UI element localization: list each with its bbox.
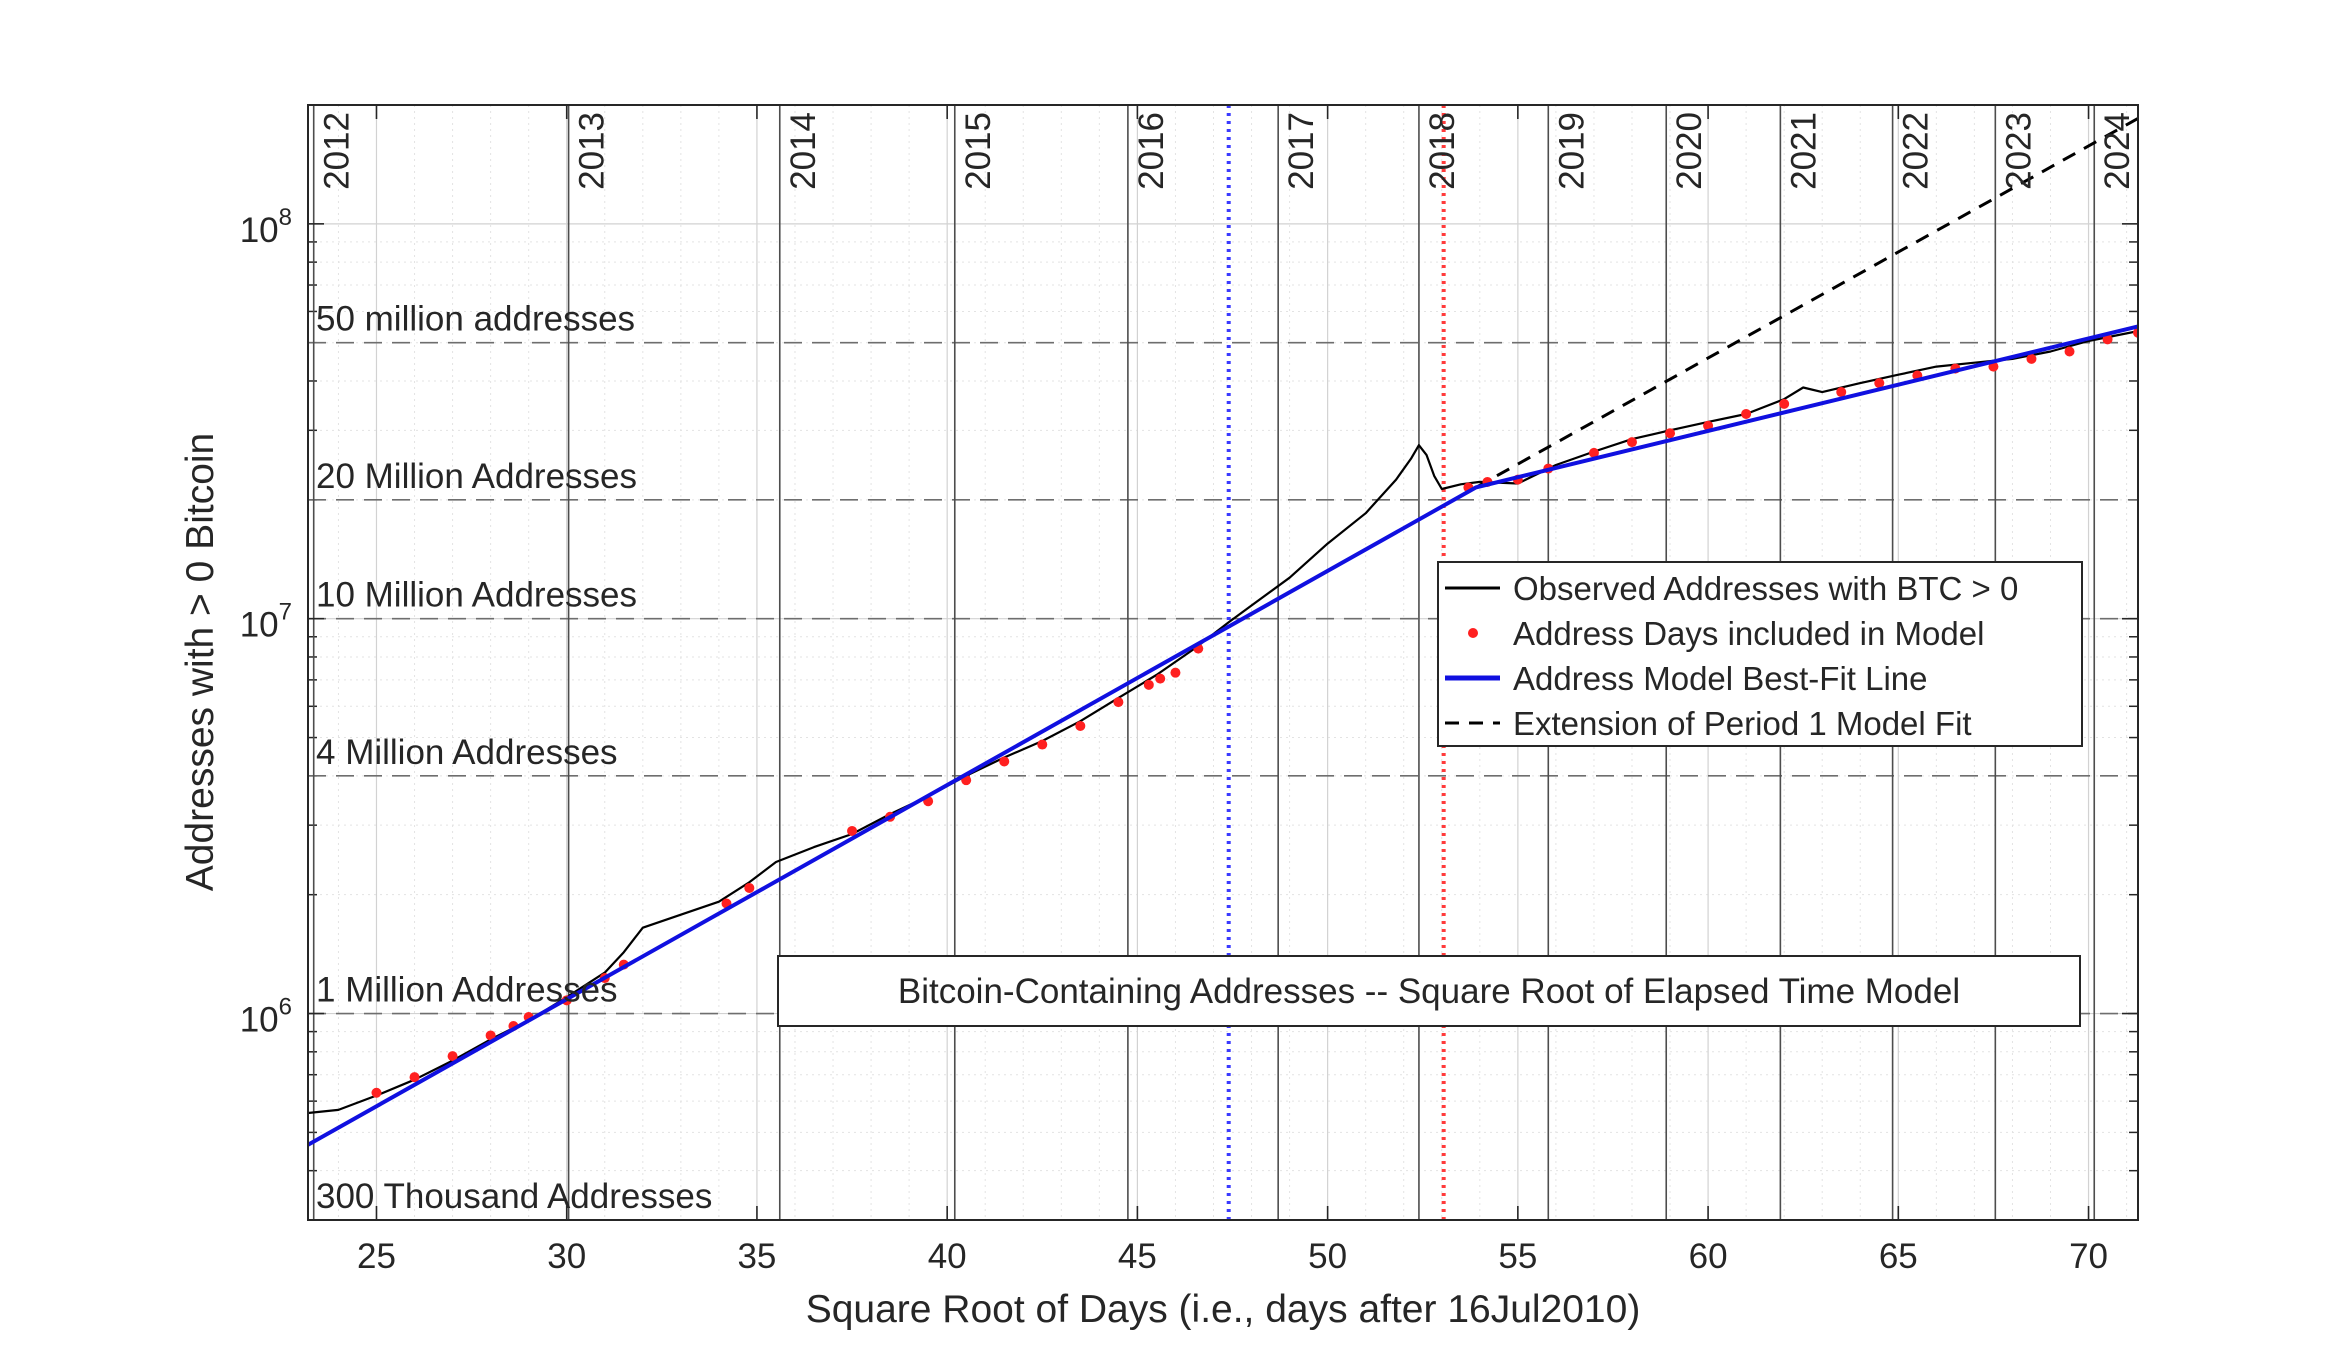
legend-label-model: Address Model Best-Fit Line [1513, 660, 1928, 697]
series-extension-line [1475, 117, 2138, 489]
x-tick-label: 40 [928, 1237, 967, 1276]
annotation-text: Bitcoin-Containing Addresses -- Square R… [898, 972, 1960, 1011]
year-label: 2015 [959, 112, 998, 190]
x-axis: 25 30 35 40 45 50 55 60 65 70 [357, 105, 2108, 1276]
y-tick-exponent: 6 [279, 994, 292, 1021]
reference-labels: 50 million addresses 20 Million Addresses… [316, 300, 712, 1216]
x-tick-label: 45 [1118, 1237, 1157, 1276]
series-layer [308, 117, 2138, 1147]
plot-frame [307, 104, 2139, 1221]
model-point [1741, 408, 1752, 419]
model-point [1075, 720, 1086, 731]
year-label: 2014 [784, 112, 823, 190]
model-point [1874, 378, 1885, 389]
year-label: 2016 [1132, 112, 1171, 190]
period-marker-lines [1226, 105, 1446, 1220]
series-clip-group [308, 117, 2138, 1147]
major-grid [308, 105, 2138, 1220]
reference-label: 1 Million Addresses [316, 971, 618, 1010]
model-point [2102, 334, 2113, 345]
x-tick-label: 35 [737, 1237, 776, 1276]
series-observed-line [308, 330, 2138, 1115]
model-point [1836, 387, 1847, 398]
x-tick-label: 60 [1689, 1237, 1728, 1276]
year-label: 2012 [318, 112, 357, 190]
series-model-line [308, 324, 2138, 1147]
legend: Observed Addresses with BTC > 0 Address … [1437, 561, 2083, 747]
y-tick-exponent: 7 [279, 599, 292, 626]
x-tick-label: 25 [357, 1237, 396, 1276]
reference-label: 20 Million Addresses [316, 457, 637, 496]
legend-swatch-dots [1468, 628, 1478, 638]
legend-label-observed: Observed Addresses with BTC > 0 [1513, 570, 2018, 607]
y-tick-label: 106 [240, 994, 292, 1040]
y-tick-exponent: 8 [279, 204, 292, 231]
model-point [1665, 428, 1676, 439]
model-point [1170, 667, 1181, 678]
x-tick-label: 55 [1498, 1237, 1537, 1276]
model-point [1037, 739, 1048, 750]
year-label: 2024 [2098, 112, 2137, 190]
year-label: 2013 [573, 112, 612, 190]
year-label: 2022 [1897, 112, 1936, 190]
model-point [447, 1051, 458, 1062]
reference-label: 10 Million Addresses [316, 576, 637, 615]
legend-label-dots: Address Days included in Model [1513, 615, 1984, 652]
model-point [1155, 673, 1166, 684]
legend-box [1437, 561, 2083, 747]
year-label: 2019 [1552, 112, 1591, 190]
year-labels: 2012 2013 2014 2015 2016 2017 2018 2019 2020 2021… [318, 112, 2138, 190]
x-tick-label: 50 [1308, 1237, 1347, 1276]
model-point [2133, 327, 2138, 338]
legend-label-extension: Extension of Period 1 Model Fit [1513, 705, 1972, 742]
year-label: 2018 [1423, 112, 1462, 190]
year-label: 2020 [1670, 112, 1709, 190]
model-point [999, 756, 1010, 767]
model-point [1779, 398, 1790, 409]
x-tick-label: 65 [1879, 1237, 1918, 1276]
x-axis-label: Square Root of Days (i.e., days after 16… [806, 1288, 1641, 1331]
model-point [2064, 346, 2075, 357]
model-point [1626, 437, 1637, 448]
year-label: 2023 [1999, 112, 2038, 190]
y-axis-label: Addresses with > 0 Bitcoin [179, 433, 222, 891]
model-point [1588, 447, 1599, 458]
model-point [1143, 679, 1154, 690]
model-point [847, 825, 858, 836]
model-point [744, 882, 755, 893]
reference-label: 50 million addresses [316, 300, 635, 339]
reference-label: 300 Thousand Addresses [316, 1177, 712, 1216]
year-label: 2017 [1282, 112, 1321, 190]
model-point [2026, 353, 2037, 364]
annotation-box: Bitcoin-Containing Addresses -- Square R… [777, 955, 2081, 1027]
x-tick-label: 70 [2069, 1237, 2108, 1276]
model-point [485, 1030, 496, 1041]
reference-label: 4 Million Addresses [316, 733, 618, 772]
model-point [409, 1072, 420, 1083]
model-point [1113, 697, 1124, 708]
year-label: 2021 [1784, 112, 1823, 190]
model-point [371, 1087, 382, 1098]
x-tick-label: 30 [547, 1237, 586, 1276]
